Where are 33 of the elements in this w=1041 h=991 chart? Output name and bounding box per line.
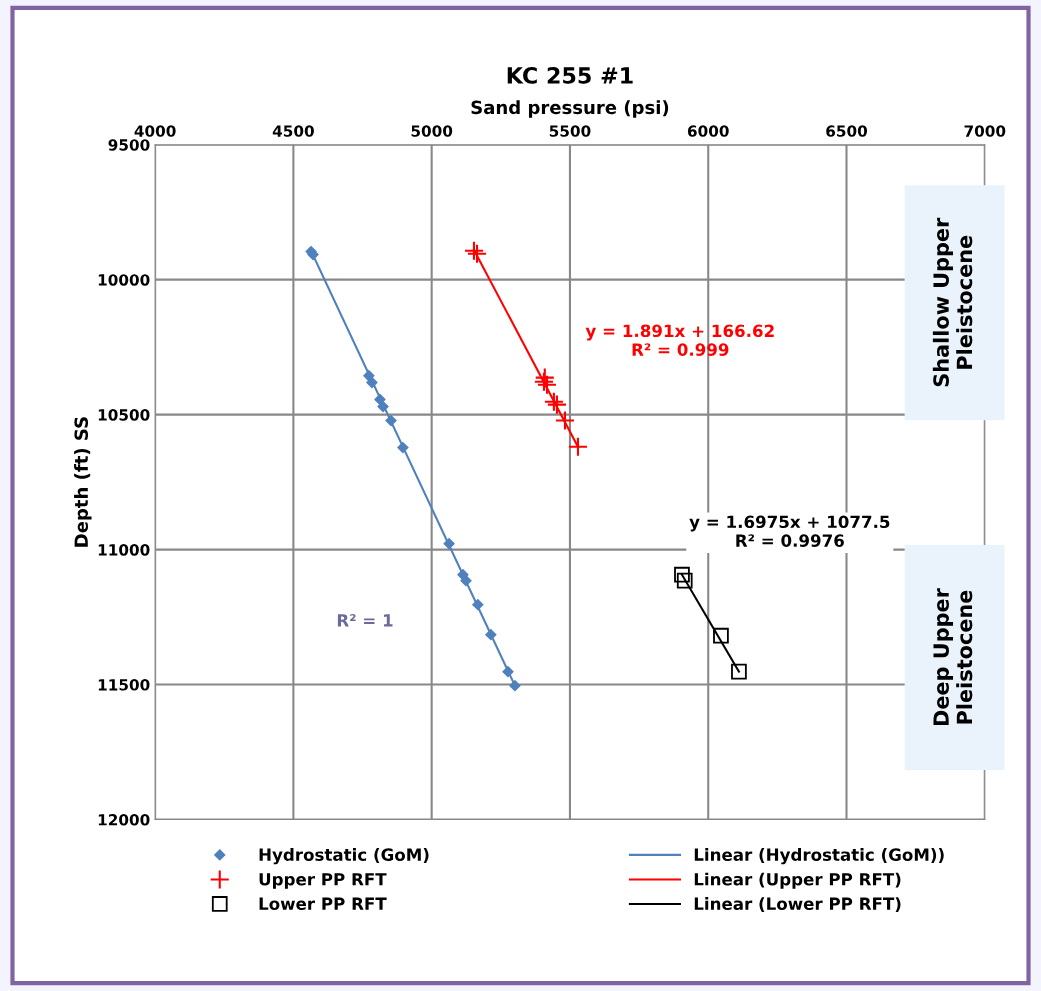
point	[676, 572, 693, 589]
point	[731, 663, 747, 680]
y-tick-label: 11500	[98, 679, 150, 691]
x-tick-label: 6500	[826, 125, 868, 137]
legend-label: Upper PP RFT	[259, 873, 387, 889]
annotation: Shallow Upper Pleistocene	[932, 217, 973, 387]
x-tick-label: 5000	[411, 125, 453, 137]
point	[567, 436, 589, 457]
point	[554, 410, 576, 431]
y-tick-label: 12000	[98, 814, 150, 826]
chart-title: KC 255 #1	[507, 67, 633, 84]
y-tick-label: 10000	[98, 274, 150, 286]
legend-label: Linear (Lower PP RFT)	[694, 897, 901, 912]
annotation: R² = 1	[337, 614, 393, 627]
point	[713, 627, 729, 644]
y-tick-label: 10500	[98, 409, 150, 421]
x-axis-title: Sand pressure (psi)	[471, 100, 669, 118]
y-tick-label: 11000	[98, 544, 150, 556]
y-axis-title: Depth (ft) SS	[74, 417, 92, 547]
point	[674, 566, 690, 583]
annotation: y = 1.891x + 166.62 R² = 0.999	[585, 324, 774, 356]
y-tick-label: 9500	[108, 139, 150, 151]
annotation: y = 1.6975x + 1077.5 R² = 0.9976	[689, 515, 890, 547]
legend-label: Linear (Upper PP RFT)	[694, 872, 901, 889]
legend-label: Hydrostatic (GoM)	[259, 848, 429, 865]
x-tick-label: 7000	[964, 125, 1006, 137]
x-tick-label: 6000	[687, 125, 729, 137]
annotation: Deep Upper Pleistocene	[933, 588, 973, 726]
x-tick-label: 4000	[134, 125, 176, 137]
legend-label: Linear (Hydrostatic (GoM))	[694, 848, 944, 865]
x-tick-label: 5500	[549, 125, 591, 137]
x-tick-label: 4500	[272, 125, 314, 137]
legend-label: Lower PP RFT	[259, 897, 387, 911]
